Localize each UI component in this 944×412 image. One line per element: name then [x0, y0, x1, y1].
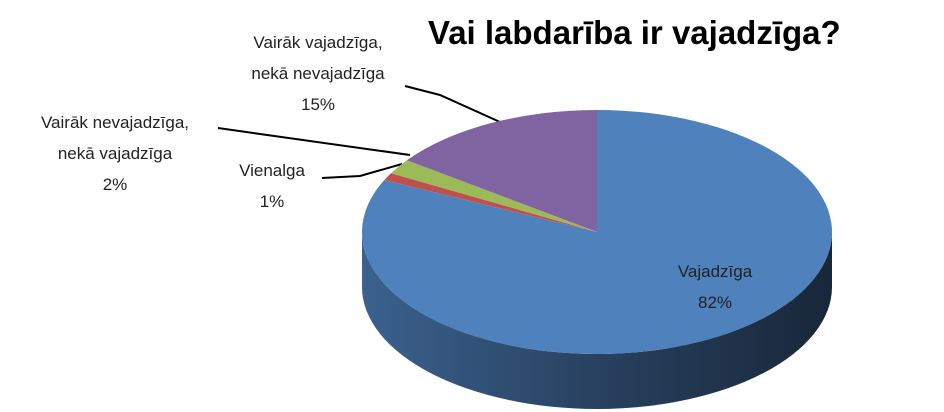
value-label: 2% [102, 175, 128, 194]
category-label: Vairāk vajadzīga, nekā nevajadzīga [251, 33, 385, 83]
pie-slice [384, 173, 597, 232]
value-label: 15% [300, 95, 336, 114]
leader-line [321, 163, 403, 179]
pie-side [362, 232, 832, 409]
category-label: Vajadzīga [677, 262, 753, 281]
leader-line [217, 127, 411, 156]
category-label: Vienalga [239, 161, 305, 180]
leader-line [404, 85, 501, 123]
pie-slice [391, 160, 597, 232]
data-label: Vairāk vajadzīga, nekā nevajadzīga 15% [236, 27, 401, 120]
category-label: Vairāk nevajadzīga, nekā vajadzīga [40, 113, 190, 163]
data-label: Vajadzīga 82% [650, 256, 780, 318]
data-label: Vairāk nevajadzīga, nekā vajadzīga 2% [28, 107, 203, 200]
value-label: 82% [697, 293, 733, 312]
chart-title: Vai labdarība ir vajadzīga? [428, 14, 841, 51]
value-label: 1% [259, 192, 285, 211]
pie-slice [406, 110, 597, 232]
data-label: Vienalga 1% [212, 155, 332, 217]
